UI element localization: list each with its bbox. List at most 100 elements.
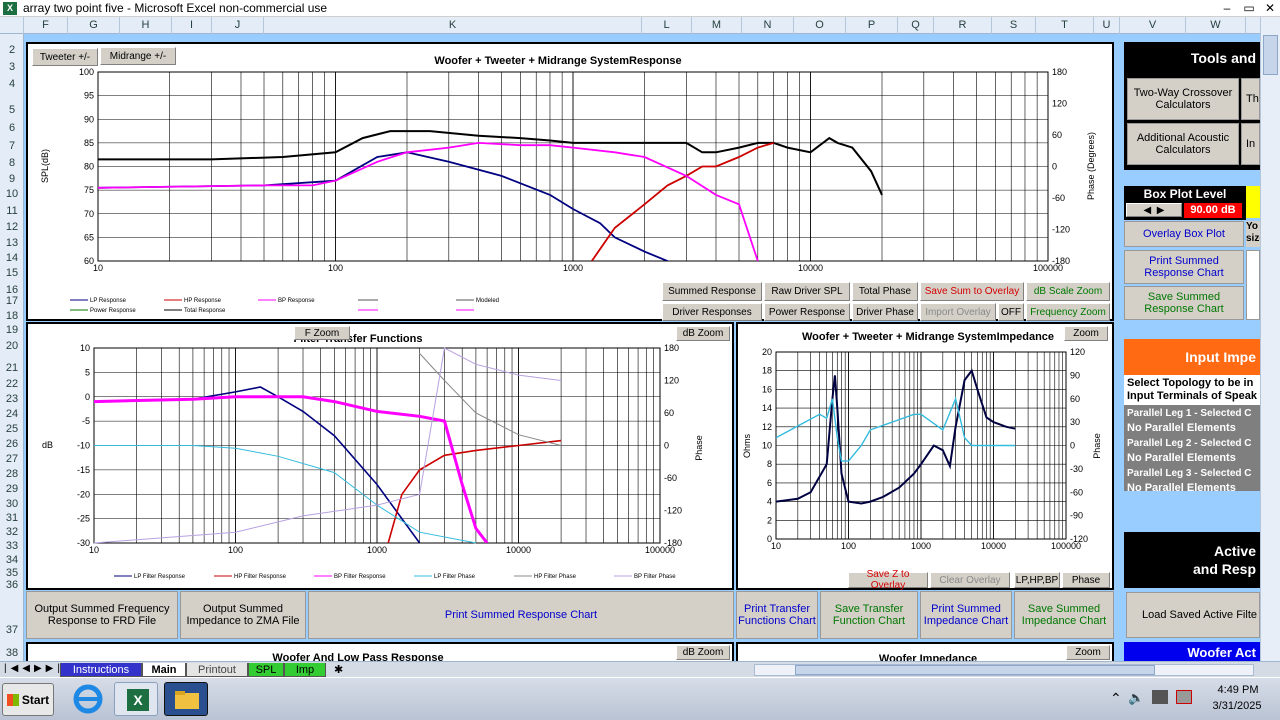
column-header[interactable]: R: [934, 17, 992, 34]
tab-spl[interactable]: SPL: [248, 663, 284, 677]
row-header[interactable]: 5: [8, 104, 16, 116]
horizontal-scrollbar[interactable]: [754, 664, 1254, 676]
minimize-button[interactable]: –: [1223, 1, 1231, 15]
h-scroll-thumb[interactable]: [795, 665, 1155, 675]
row-header[interactable]: 4: [8, 78, 16, 90]
total-phase-button[interactable]: Total Phase: [852, 282, 918, 301]
arrow-right-icon[interactable]: ▶: [1156, 204, 1165, 216]
sidebar-print-summed-button[interactable]: Print Summed Response Chart: [1124, 250, 1244, 284]
power-response-button[interactable]: Power Response: [764, 303, 850, 321]
vertical-scrollbar[interactable]: [1260, 17, 1280, 661]
column-header[interactable]: F: [24, 17, 68, 34]
column-header[interactable]: N: [742, 17, 794, 34]
output-frd-button[interactable]: Output Summed Frequency Response to FRD …: [26, 591, 178, 639]
two-way-crossover-button[interactable]: Two-Way Crossover Calculators: [1127, 78, 1239, 120]
phase-button[interactable]: Phase: [1062, 572, 1110, 588]
row-header[interactable]: 17: [5, 295, 19, 307]
row-header[interactable]: 26: [5, 438, 19, 450]
frequency-zoom-button[interactable]: Frequency Zoom: [1026, 303, 1110, 321]
lp-hp-bp-button[interactable]: LP,HP,BP: [1014, 572, 1060, 588]
driver-responses-button[interactable]: Driver Responses: [662, 303, 762, 321]
row-header[interactable]: 22: [5, 378, 19, 390]
speaker-icon[interactable]: 🔈: [1128, 690, 1145, 705]
load-saved-active-filter-button[interactable]: Load Saved Active Filte: [1126, 592, 1260, 638]
column-header[interactable]: P: [846, 17, 898, 34]
db-zoom-button[interactable]: dB Zoom: [676, 326, 730, 341]
row-header[interactable]: 23: [5, 393, 19, 405]
column-header[interactable]: V: [1120, 17, 1186, 34]
close-button[interactable]: ✕: [1264, 1, 1276, 15]
row-header[interactable]: 2: [8, 44, 16, 56]
column-header[interactable]: M: [692, 17, 742, 34]
db-scale-zoom-button[interactable]: dB Scale Zoom: [1026, 282, 1110, 301]
row-header[interactable]: 13: [5, 237, 19, 249]
tab-instructions[interactable]: Instructions: [60, 663, 142, 677]
output-zma-button[interactable]: Output Summed Impedance to ZMA File: [180, 591, 306, 639]
row-header[interactable]: 11: [6, 205, 18, 217]
row-header[interactable]: 29: [5, 483, 19, 495]
row-header[interactable]: 32: [5, 526, 19, 538]
row-header[interactable]: 19: [5, 324, 19, 336]
row-header[interactable]: 9: [8, 173, 16, 185]
column-header[interactable]: K: [264, 17, 642, 34]
tab-imp[interactable]: Imp: [284, 663, 326, 677]
driver-phase-button[interactable]: Driver Phase: [852, 303, 918, 321]
arrow-left-icon[interactable]: ◀: [1143, 204, 1152, 216]
row-header[interactable]: 16: [5, 284, 19, 296]
row-header[interactable]: 7: [8, 140, 16, 152]
start-button[interactable]: Start: [2, 683, 54, 716]
row-header[interactable]: 38: [5, 647, 19, 659]
save-transfer-function-button[interactable]: Save Transfer Function Chart: [820, 591, 918, 639]
row-header[interactable]: 15: [5, 267, 19, 279]
db-zoom-button[interactable]: dB Zoom: [676, 645, 730, 660]
tweeter-toggle-button[interactable]: Tweeter +/-: [32, 48, 98, 66]
clock-date[interactable]: 3/31/2025: [1212, 700, 1262, 712]
overlay-box-plot-button[interactable]: Overlay Box Plot: [1124, 221, 1244, 247]
save-summed-impedance-button[interactable]: Save Summed Impedance Chart: [1014, 591, 1114, 639]
save-z-to-overlay-button[interactable]: Save Z to Overlay: [848, 569, 928, 591]
row-header[interactable]: 8: [8, 157, 16, 169]
save-sum-to-overlay-button[interactable]: Save Sum to Overlay: [920, 282, 1024, 301]
scroll-thumb[interactable]: [1263, 35, 1278, 75]
row-header[interactable]: 35: [5, 567, 19, 579]
column-header[interactable]: I: [172, 17, 212, 34]
tab-printout[interactable]: Printout: [186, 663, 248, 677]
row-header[interactable]: 10: [5, 188, 19, 200]
column-header[interactable]: G: [68, 17, 120, 34]
column-header[interactable]: S: [992, 17, 1036, 34]
in-button[interactable]: In: [1241, 123, 1260, 165]
row-header[interactable]: 37: [5, 624, 19, 636]
row-header[interactable]: 27: [5, 453, 19, 465]
print-summed-impedance-button[interactable]: Print Summed Impedance Chart: [920, 591, 1012, 639]
corner-cell[interactable]: [0, 17, 24, 34]
tab-scroll-arrows-icon[interactable]: |◀◀▶▶|: [4, 663, 64, 674]
row-header[interactable]: 6: [8, 122, 16, 134]
column-header[interactable]: T: [1036, 17, 1094, 34]
th-button[interactable]: Th: [1241, 78, 1260, 120]
print-summed-response-button[interactable]: Print Summed Response Chart: [308, 591, 734, 639]
row-header[interactable]: 34: [5, 554, 19, 566]
excel-taskbar-icon[interactable]: X: [114, 682, 158, 716]
tab-main[interactable]: Main: [142, 663, 186, 677]
raw-driver-spl-button[interactable]: Raw Driver SPL: [764, 282, 850, 301]
row-header[interactable]: 36: [5, 579, 19, 591]
zoom-button[interactable]: Zoom: [1066, 645, 1110, 660]
row-header[interactable]: 33: [5, 540, 19, 552]
column-header[interactable]: H: [120, 17, 172, 34]
row-header[interactable]: 20: [5, 340, 19, 352]
summed-response-button[interactable]: Summed Response: [662, 282, 762, 301]
overlay-off-button[interactable]: OFF: [998, 303, 1024, 321]
column-header[interactable]: W: [1186, 17, 1246, 34]
row-header[interactable]: 12: [5, 221, 19, 233]
column-header[interactable]: Q: [898, 17, 934, 34]
box-level-spinner[interactable]: ◀ ▶: [1126, 203, 1182, 217]
sidebar-save-summed-button[interactable]: Save Summed Response Chart: [1124, 286, 1244, 320]
restore-button[interactable]: ▭: [1243, 1, 1255, 15]
insert-sheet-icon[interactable]: ✱: [334, 664, 344, 676]
column-header[interactable]: U: [1094, 17, 1120, 34]
row-header[interactable]: 21: [5, 362, 19, 374]
file-explorer-icon[interactable]: [164, 682, 208, 716]
tray-arrow-icon[interactable]: ⌃: [1110, 690, 1122, 706]
import-overlay-button[interactable]: Import Overlay: [920, 303, 996, 321]
network-icon[interactable]: [1152, 690, 1168, 704]
